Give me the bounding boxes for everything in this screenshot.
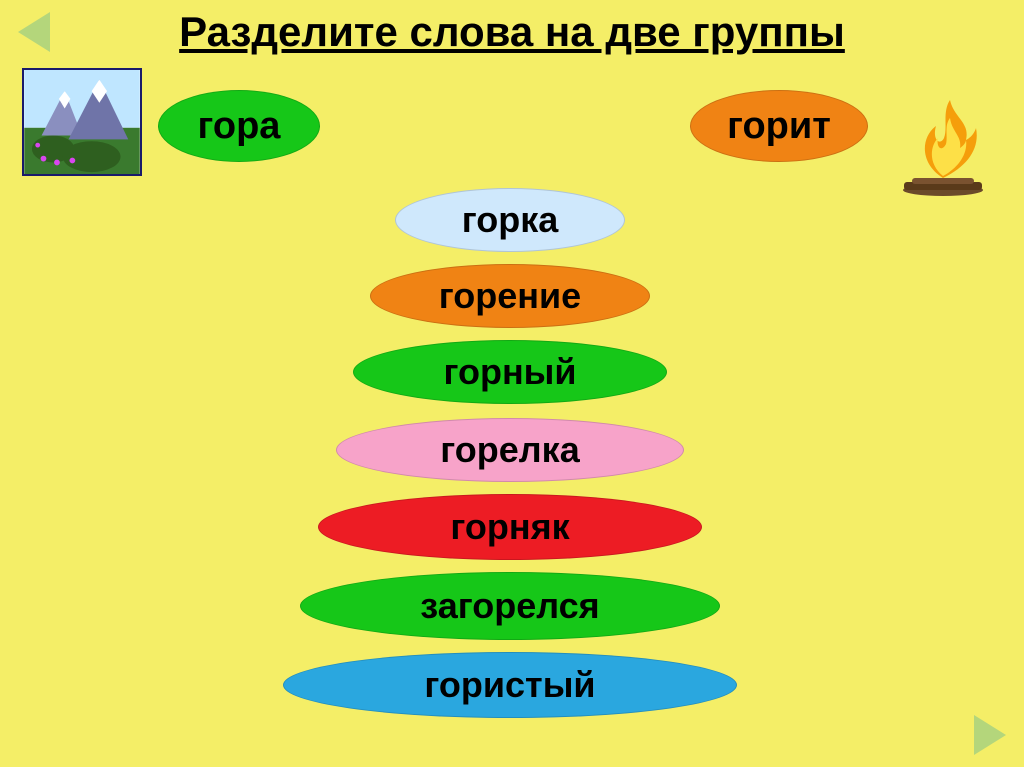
category-mountain-label: гора [198, 105, 281, 148]
nav-prev-icon[interactable] [18, 12, 50, 52]
slide: Разделите слова на две группы гора горит [0, 0, 1024, 767]
word-pill[interactable]: загорелся [300, 572, 720, 640]
page-title: Разделите слова на две группы [179, 8, 845, 56]
word-label: гористый [424, 664, 595, 706]
word-pill[interactable]: горка [395, 188, 625, 252]
nav-next-icon[interactable] [974, 715, 1006, 755]
word-pill[interactable]: горелка [336, 418, 684, 482]
word-label: горка [462, 199, 559, 241]
word-pill[interactable]: горный [353, 340, 667, 404]
word-label: загорелся [420, 585, 599, 627]
word-pill[interactable]: горение [370, 264, 650, 328]
mountain-image [22, 68, 142, 176]
word-label: горняк [450, 506, 569, 548]
word-label: горение [439, 275, 581, 317]
word-pill[interactable]: горняк [318, 494, 702, 560]
fire-image [888, 92, 998, 202]
category-fire-label: горит [727, 105, 831, 148]
word-label: горелка [440, 429, 579, 471]
category-fire-pill[interactable]: горит [690, 90, 868, 162]
category-mountain-pill[interactable]: гора [158, 90, 320, 162]
word-pill[interactable]: гористый [283, 652, 737, 718]
word-label: горный [443, 351, 576, 393]
